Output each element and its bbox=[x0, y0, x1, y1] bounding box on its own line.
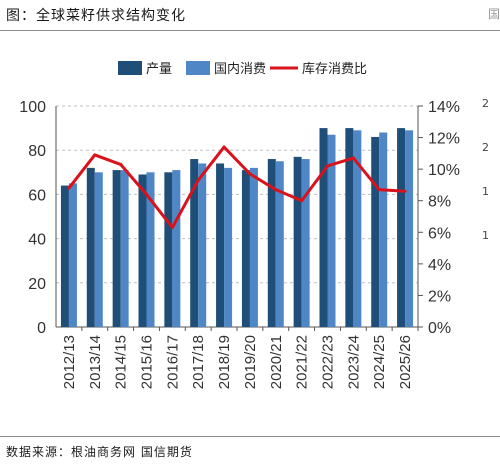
bar-consumption bbox=[120, 170, 129, 327]
bar-consumption bbox=[68, 183, 77, 327]
y-tick-label: 80 bbox=[28, 143, 46, 160]
bar-production bbox=[345, 128, 354, 327]
header: 图：全球菜籽供求结构变化 国 bbox=[0, 0, 500, 30]
bar-consumption bbox=[249, 167, 258, 327]
y-tick-label: 20 bbox=[28, 276, 46, 293]
x-tick-label: 2019/20 bbox=[242, 335, 259, 389]
bar-production bbox=[397, 128, 406, 327]
bar-consumption bbox=[172, 170, 181, 327]
legend-label-ratio: 库存消费比 bbox=[302, 61, 367, 77]
x-tick-label: 2015/16 bbox=[139, 335, 156, 389]
bar-production bbox=[267, 159, 276, 327]
clipped-adjacent-title: 国 bbox=[487, 7, 500, 21]
bar-production bbox=[60, 185, 69, 327]
y-tick-label: 40 bbox=[28, 232, 46, 249]
bar-production bbox=[190, 159, 199, 327]
y-tick-label: 100 bbox=[19, 99, 46, 116]
ratio-point bbox=[351, 156, 355, 160]
ratio-point bbox=[326, 164, 329, 168]
ratio-point bbox=[222, 145, 226, 149]
ratio-point bbox=[377, 188, 381, 192]
ratio-point bbox=[170, 226, 174, 230]
x-tick-label: 2024/25 bbox=[371, 335, 388, 389]
bar-consumption bbox=[353, 130, 362, 327]
x-tick-label: 2016/17 bbox=[164, 335, 181, 389]
title-divider bbox=[0, 30, 500, 31]
bar-consumption bbox=[224, 167, 233, 327]
y2-tick-label: 8% bbox=[428, 194, 451, 211]
bar-consumption bbox=[327, 134, 336, 327]
clipped-tick: 1 bbox=[482, 229, 489, 242]
chart: 0 20 40 60 80 100 0% 2% 4% 6% 8% 10% 12% 14% 2012/13 20… bbox=[19, 61, 460, 389]
ratio-point bbox=[300, 199, 304, 203]
ratio-point bbox=[274, 188, 278, 192]
ratio-point bbox=[93, 153, 97, 157]
ratio-point bbox=[248, 172, 252, 176]
source-note: 数据来源：根油商务网 国信期货 bbox=[6, 445, 193, 459]
x-tick-label: 2012/13 bbox=[61, 335, 78, 389]
legend-swatch-consumption bbox=[186, 61, 210, 75]
x-tick-label: 2022/23 bbox=[320, 335, 337, 389]
x-tick-label: 2017/18 bbox=[190, 335, 207, 389]
y2-tick-label: 2% bbox=[428, 288, 451, 305]
y2-tick-label: 6% bbox=[428, 225, 451, 242]
figure-title: 图：全球菜籽供求结构变化 bbox=[6, 8, 186, 24]
bar-production bbox=[371, 136, 380, 327]
y2-tick-label: 0% bbox=[428, 320, 451, 337]
ratio-line bbox=[67, 145, 406, 230]
legend-swatch-production bbox=[118, 61, 142, 75]
bar-consumption bbox=[146, 172, 155, 327]
ratio-point bbox=[119, 162, 123, 166]
bar-production bbox=[319, 128, 328, 327]
x-tick-label: 2025/26 bbox=[397, 335, 414, 389]
bar-consumption bbox=[198, 163, 207, 327]
ratio-point bbox=[145, 192, 148, 196]
bar-production bbox=[293, 156, 302, 327]
clipped-tick: 2 bbox=[482, 141, 489, 154]
y2-tick-label: 14% bbox=[428, 99, 460, 116]
x-tick-label: 2014/15 bbox=[113, 335, 130, 389]
bar-production bbox=[86, 167, 95, 327]
clipped-tick: 1 bbox=[482, 185, 489, 198]
ratio-point bbox=[403, 189, 407, 193]
x-tick-label: 2020/21 bbox=[268, 335, 285, 389]
bar-production bbox=[241, 170, 250, 327]
footer-divider bbox=[0, 436, 500, 437]
clipped-tick: 2 bbox=[482, 97, 489, 110]
x-tick-label: 2023/24 bbox=[345, 335, 362, 389]
bar-consumption bbox=[275, 161, 284, 327]
y2-tick-label: 4% bbox=[428, 257, 451, 274]
bar-production bbox=[216, 163, 225, 327]
y-tick-label: 60 bbox=[28, 187, 46, 204]
x-tick-label: 2013/14 bbox=[87, 335, 104, 389]
legend-label-consumption: 国内消费 bbox=[214, 61, 266, 77]
bar-production bbox=[112, 170, 121, 327]
bar-consumption bbox=[379, 132, 388, 327]
x-tick-label: 2021/22 bbox=[294, 335, 311, 389]
x-tick-label: 2018/19 bbox=[216, 335, 233, 389]
bar-consumption bbox=[94, 172, 103, 327]
bar-consumption bbox=[405, 130, 414, 327]
bar-consumption bbox=[301, 159, 310, 327]
y-tick-label: 0 bbox=[37, 320, 46, 337]
ratio-point bbox=[67, 186, 71, 190]
y2-tick-label: 10% bbox=[428, 162, 460, 179]
bar-production bbox=[164, 172, 173, 327]
legend-label-production: 产量 bbox=[146, 62, 172, 77]
ratio-point bbox=[196, 178, 200, 182]
y2-tick-label: 12% bbox=[428, 131, 460, 148]
bar-production bbox=[138, 174, 147, 327]
clipped-adjacent-chart: 2 2 1 1 bbox=[478, 31, 500, 436]
